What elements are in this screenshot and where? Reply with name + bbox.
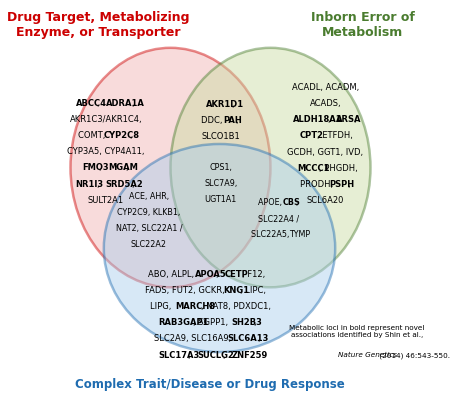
Text: DDC,: DDC, (201, 116, 225, 125)
Text: ,: , (294, 198, 297, 207)
Ellipse shape (71, 48, 270, 287)
Text: , ETFDH,: , ETFDH, (316, 132, 352, 140)
Text: SUCLG2: SUCLG2 (197, 351, 233, 360)
Text: , PHGDH,: , PHGDH, (318, 164, 357, 173)
Text: MARCH8: MARCH8 (175, 302, 215, 311)
Text: ,: , (125, 164, 127, 173)
Text: ,: , (188, 351, 193, 360)
Text: MGAM: MGAM (108, 164, 137, 173)
Text: UGT1A1: UGT1A1 (204, 195, 236, 204)
Text: ,: , (253, 318, 255, 327)
Text: ACADS,: ACADS, (309, 99, 340, 108)
Text: FMO3: FMO3 (82, 164, 109, 173)
Ellipse shape (104, 144, 334, 352)
Text: SLC2A9, SLC16A9,: SLC2A9, SLC16A9, (154, 335, 233, 344)
Text: SLC17A3: SLC17A3 (158, 351, 199, 360)
Text: ,: , (99, 164, 104, 173)
Text: ACE, AHR,: ACE, AHR, (129, 192, 169, 201)
Text: PAH: PAH (222, 116, 241, 125)
Text: Metabolic loci in bold represent novel
associations identified by Shin et al.,: Metabolic loci in bold represent novel a… (288, 325, 424, 338)
Text: ,: , (129, 131, 132, 140)
Text: Nature Genetics: Nature Genetics (337, 352, 396, 358)
Text: (2014) 46:543-550.: (2014) 46:543-550. (376, 352, 449, 359)
Text: CYP2C9, KLKB1,: CYP2C9, KLKB1, (117, 208, 180, 217)
Text: SLC22A5,: SLC22A5, (251, 230, 292, 239)
Text: AKR1D1: AKR1D1 (205, 100, 243, 109)
Text: CBS: CBS (282, 198, 300, 207)
Text: ABCC4: ABCC4 (76, 99, 106, 108)
Text: ,: , (235, 116, 238, 125)
Text: Drug Target, Metabolizing
Enzyme, or Transporter: Drug Target, Metabolizing Enzyme, or Tra… (7, 11, 189, 39)
Text: ,: , (353, 115, 355, 125)
Text: COMT,: COMT, (78, 131, 107, 140)
Text: ,: , (327, 115, 332, 125)
Text: , NAT8, PDXDC1,: , NAT8, PDXDC1, (201, 302, 271, 311)
Text: SLC7A9,: SLC7A9, (204, 179, 237, 188)
Text: SULT2A1: SULT2A1 (87, 196, 124, 204)
Text: AKR1C3/AKR1C4,: AKR1C3/AKR1C4, (69, 115, 142, 124)
Text: ,: , (97, 99, 102, 108)
Text: CPS1,: CPS1, (209, 163, 232, 172)
Text: APOA5: APOA5 (194, 270, 226, 279)
Text: NAT2, SLC22A1 /: NAT2, SLC22A1 / (116, 224, 182, 233)
Text: CETP: CETP (224, 270, 248, 279)
Text: , LIPC,: , LIPC, (239, 286, 265, 295)
Text: SLC22A4 /: SLC22A4 / (257, 214, 298, 223)
Text: SLC6A13: SLC6A13 (227, 335, 268, 344)
Text: GCDH, GGT1, IVD,: GCDH, GGT1, IVD, (287, 147, 363, 156)
Text: CYP2C8: CYP2C8 (103, 131, 139, 140)
Text: SLCO1B1: SLCO1B1 (201, 132, 239, 141)
Text: ARSA: ARSA (335, 115, 361, 125)
Text: SRD5A2: SRD5A2 (106, 180, 143, 189)
Text: ,: , (97, 180, 102, 189)
Text: LIPG,: LIPG, (149, 302, 173, 311)
Text: ALDH18A1: ALDH18A1 (293, 115, 342, 125)
Text: RAB3GAP1: RAB3GAP1 (158, 318, 208, 327)
Text: CPT2: CPT2 (299, 132, 323, 140)
Text: ,: , (131, 180, 134, 189)
Text: ,: , (257, 335, 259, 344)
Text: , SGPP1,: , SGPP1, (192, 318, 230, 327)
Text: Complex Trait/Disease or Drug Response: Complex Trait/Disease or Drug Response (75, 378, 344, 391)
Text: ,: , (222, 351, 228, 360)
Text: NR1I3: NR1I3 (76, 180, 104, 189)
Text: FADS, FUT2, GCKR,: FADS, FUT2, GCKR, (145, 286, 228, 295)
Text: APOE,: APOE, (257, 198, 283, 207)
Text: ABO, ALPL,: ABO, ALPL, (147, 270, 196, 279)
Text: MCCC1: MCCC1 (297, 164, 329, 173)
Text: , F12,: , F12, (242, 270, 265, 279)
Text: SLC22A2: SLC22A2 (131, 240, 167, 249)
Text: ACADL, ACADM,: ACADL, ACADM, (291, 83, 358, 92)
Text: ,: , (216, 270, 221, 279)
Text: PSPH: PSPH (329, 180, 354, 189)
Ellipse shape (170, 48, 369, 287)
Text: ADRA1A: ADRA1A (106, 99, 144, 108)
Text: ,: , (131, 99, 134, 108)
Text: KNG1: KNG1 (222, 286, 248, 295)
Text: SCL6A20: SCL6A20 (306, 196, 344, 205)
Text: ,: , (346, 180, 349, 189)
Text: ,: , (231, 100, 233, 109)
Text: PRODH,: PRODH, (299, 180, 334, 189)
Text: TYMP: TYMP (288, 230, 309, 239)
Text: ZNF259: ZNF259 (231, 351, 267, 360)
Text: Inborn Error of
Metabolism: Inborn Error of Metabolism (310, 11, 414, 39)
Text: SH2B3: SH2B3 (231, 318, 262, 327)
Text: CYP3A5, CYP4A11,: CYP3A5, CYP4A11, (67, 147, 144, 156)
